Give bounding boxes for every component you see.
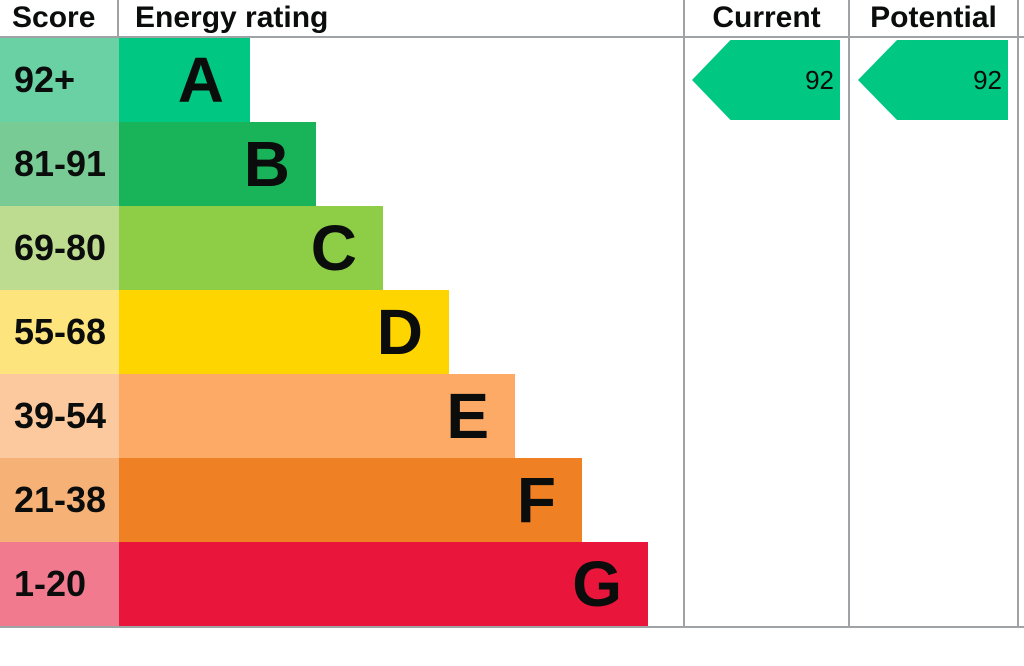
epc-energy-rating-chart: Score Energy rating Current Potential 92… <box>0 0 1024 628</box>
band-letter: D <box>376 296 423 368</box>
band-letter: B <box>243 128 290 200</box>
band-bar: B <box>119 122 316 206</box>
potential-rating-arrow: 92 <box>858 40 1008 120</box>
band-bar: G <box>119 542 648 626</box>
score-cell: 21-38 <box>0 458 119 542</box>
band-letter: C <box>310 212 357 284</box>
band-bar: D <box>119 290 449 374</box>
header-current: Current <box>712 1 821 34</box>
table-right-border <box>1017 0 1019 626</box>
band-bar: E <box>119 374 515 458</box>
band-row-b: 81-91 B <box>0 122 1024 206</box>
band-bar: A <box>119 38 250 122</box>
score-cell: 39-54 <box>0 374 119 458</box>
header-energy-rating: Energy rating <box>135 1 329 34</box>
band-letter: A <box>177 44 224 116</box>
score-cell: 55-68 <box>0 290 119 374</box>
column-divider-current <box>683 0 685 626</box>
band-bar: F <box>119 458 582 542</box>
column-divider-score <box>117 0 119 38</box>
chart-header-row: Score Energy rating Current Potential <box>0 0 1024 38</box>
band-row-c: 69-80 C <box>0 206 1024 290</box>
band-letter: F <box>516 464 556 536</box>
score-cell: 81-91 <box>0 122 119 206</box>
band-row-e: 39-54 E <box>0 374 1024 458</box>
score-cell: 69-80 <box>0 206 119 290</box>
current-rating-value: 92 <box>805 65 834 95</box>
band-rows: 92+ A 81-91 B 69-80 C 55-68 D 39-54 E 21… <box>0 38 1024 626</box>
band-row-a: 92+ A <box>0 38 1024 122</box>
score-cell: 1-20 <box>0 542 119 626</box>
header-score: Score <box>12 1 96 34</box>
band-row-f: 21-38 F <box>0 458 1024 542</box>
band-bar: C <box>119 206 383 290</box>
potential-rating-value: 92 <box>973 65 1002 95</box>
band-letter: G <box>572 548 622 620</box>
band-row-g: 1-20 G <box>0 542 1024 626</box>
band-row-d: 55-68 D <box>0 290 1024 374</box>
score-cell: 92+ <box>0 38 119 122</box>
band-letter: E <box>446 380 489 452</box>
column-divider-potential <box>848 0 850 626</box>
header-potential: Potential <box>870 1 997 34</box>
